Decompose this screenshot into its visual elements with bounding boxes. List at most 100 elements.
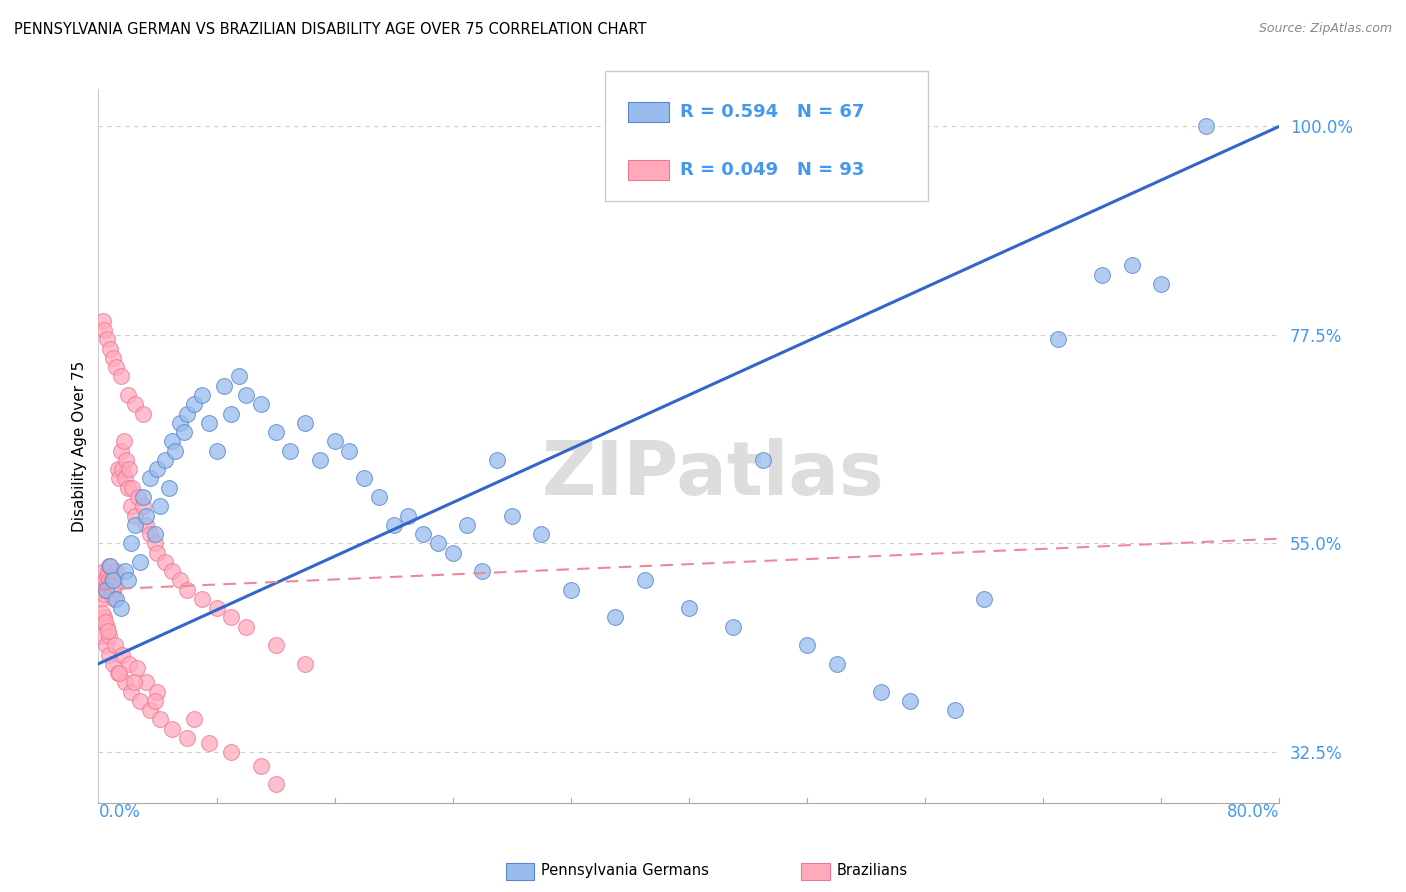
Point [264,777,287,791]
Point [183,712,205,726]
Point [825,657,848,671]
Point [94,582,117,597]
Point [90,591,112,606]
Point [294,416,316,430]
Point [198,416,221,430]
Point [205,601,228,615]
Point [96,578,118,592]
Point [173,425,195,439]
Point [219,610,243,624]
Point [97,564,120,578]
Point [146,545,169,559]
Point [117,574,139,588]
Point [165,443,187,458]
Point [1121,258,1143,272]
Point [723,620,745,634]
Point [560,582,582,597]
Point [128,555,150,569]
Point [382,517,405,532]
Point [869,684,891,698]
Point [264,425,287,439]
Point [143,527,166,541]
Point [89,582,111,597]
Point [1150,277,1173,291]
Point [120,536,142,550]
Point [120,684,142,698]
Point [191,591,214,606]
Point [117,481,139,495]
Point [441,545,464,559]
Point [93,587,115,601]
Point [124,517,146,532]
Point [105,564,128,578]
Point [108,471,131,485]
Point [122,675,145,690]
Text: PENNSYLVANIA GERMAN VS BRAZILIAN DISABILITY AGE OVER 75 CORRELATION CHART: PENNSYLVANIA GERMAN VS BRAZILIAN DISABIL… [14,22,647,37]
Point [96,568,118,582]
Point [139,527,162,541]
Point [132,490,155,504]
Point [124,508,146,523]
Point [139,703,162,717]
Point [153,555,176,569]
Point [120,500,142,514]
Point [135,517,157,532]
Point [107,666,129,681]
Point [1046,333,1069,347]
Point [219,745,243,759]
Text: R = 0.594   N = 67: R = 0.594 N = 67 [681,103,865,121]
Point [91,574,114,588]
Point [111,462,134,476]
Point [176,407,198,421]
Point [337,443,360,458]
Point [121,481,143,495]
Point [118,657,141,671]
Point [111,648,134,662]
Point [114,471,136,485]
Point [124,397,146,411]
Point [100,582,122,597]
Point [264,638,287,652]
Point [100,587,122,601]
Point [112,434,135,449]
Y-axis label: Disability Age Over 75: Disability Age Over 75 [72,360,87,532]
Point [107,462,129,476]
Point [97,574,120,588]
Point [90,578,112,592]
Point [943,703,966,717]
Point [118,462,141,476]
Point [368,490,391,504]
Point [973,591,995,606]
Point [183,397,205,411]
Point [162,722,183,736]
Point [471,564,494,578]
Point [353,471,375,485]
Text: Brazilians: Brazilians [837,863,908,878]
Point [110,443,132,458]
Point [153,453,176,467]
Point [115,453,138,467]
Point [146,684,169,698]
Point [162,434,183,449]
Point [132,500,155,514]
Point [98,342,121,356]
Point [501,508,523,523]
Point [191,388,214,402]
Point [103,582,125,597]
Point [135,508,157,523]
Point [98,629,121,643]
Point [91,314,114,328]
Text: Source: ZipAtlas.com: Source: ZipAtlas.com [1258,22,1392,36]
Point [219,407,243,421]
Text: R = 0.049   N = 93: R = 0.049 N = 93 [681,161,865,179]
Point [605,610,627,624]
Point [169,574,191,588]
Text: ZIPatlas: ZIPatlas [541,438,884,511]
Point [103,657,125,671]
Point [146,462,169,476]
Point [125,661,148,675]
Point [108,666,131,681]
Text: 80.0%: 80.0% [1227,803,1279,821]
Point [198,735,221,749]
Point [93,323,115,337]
